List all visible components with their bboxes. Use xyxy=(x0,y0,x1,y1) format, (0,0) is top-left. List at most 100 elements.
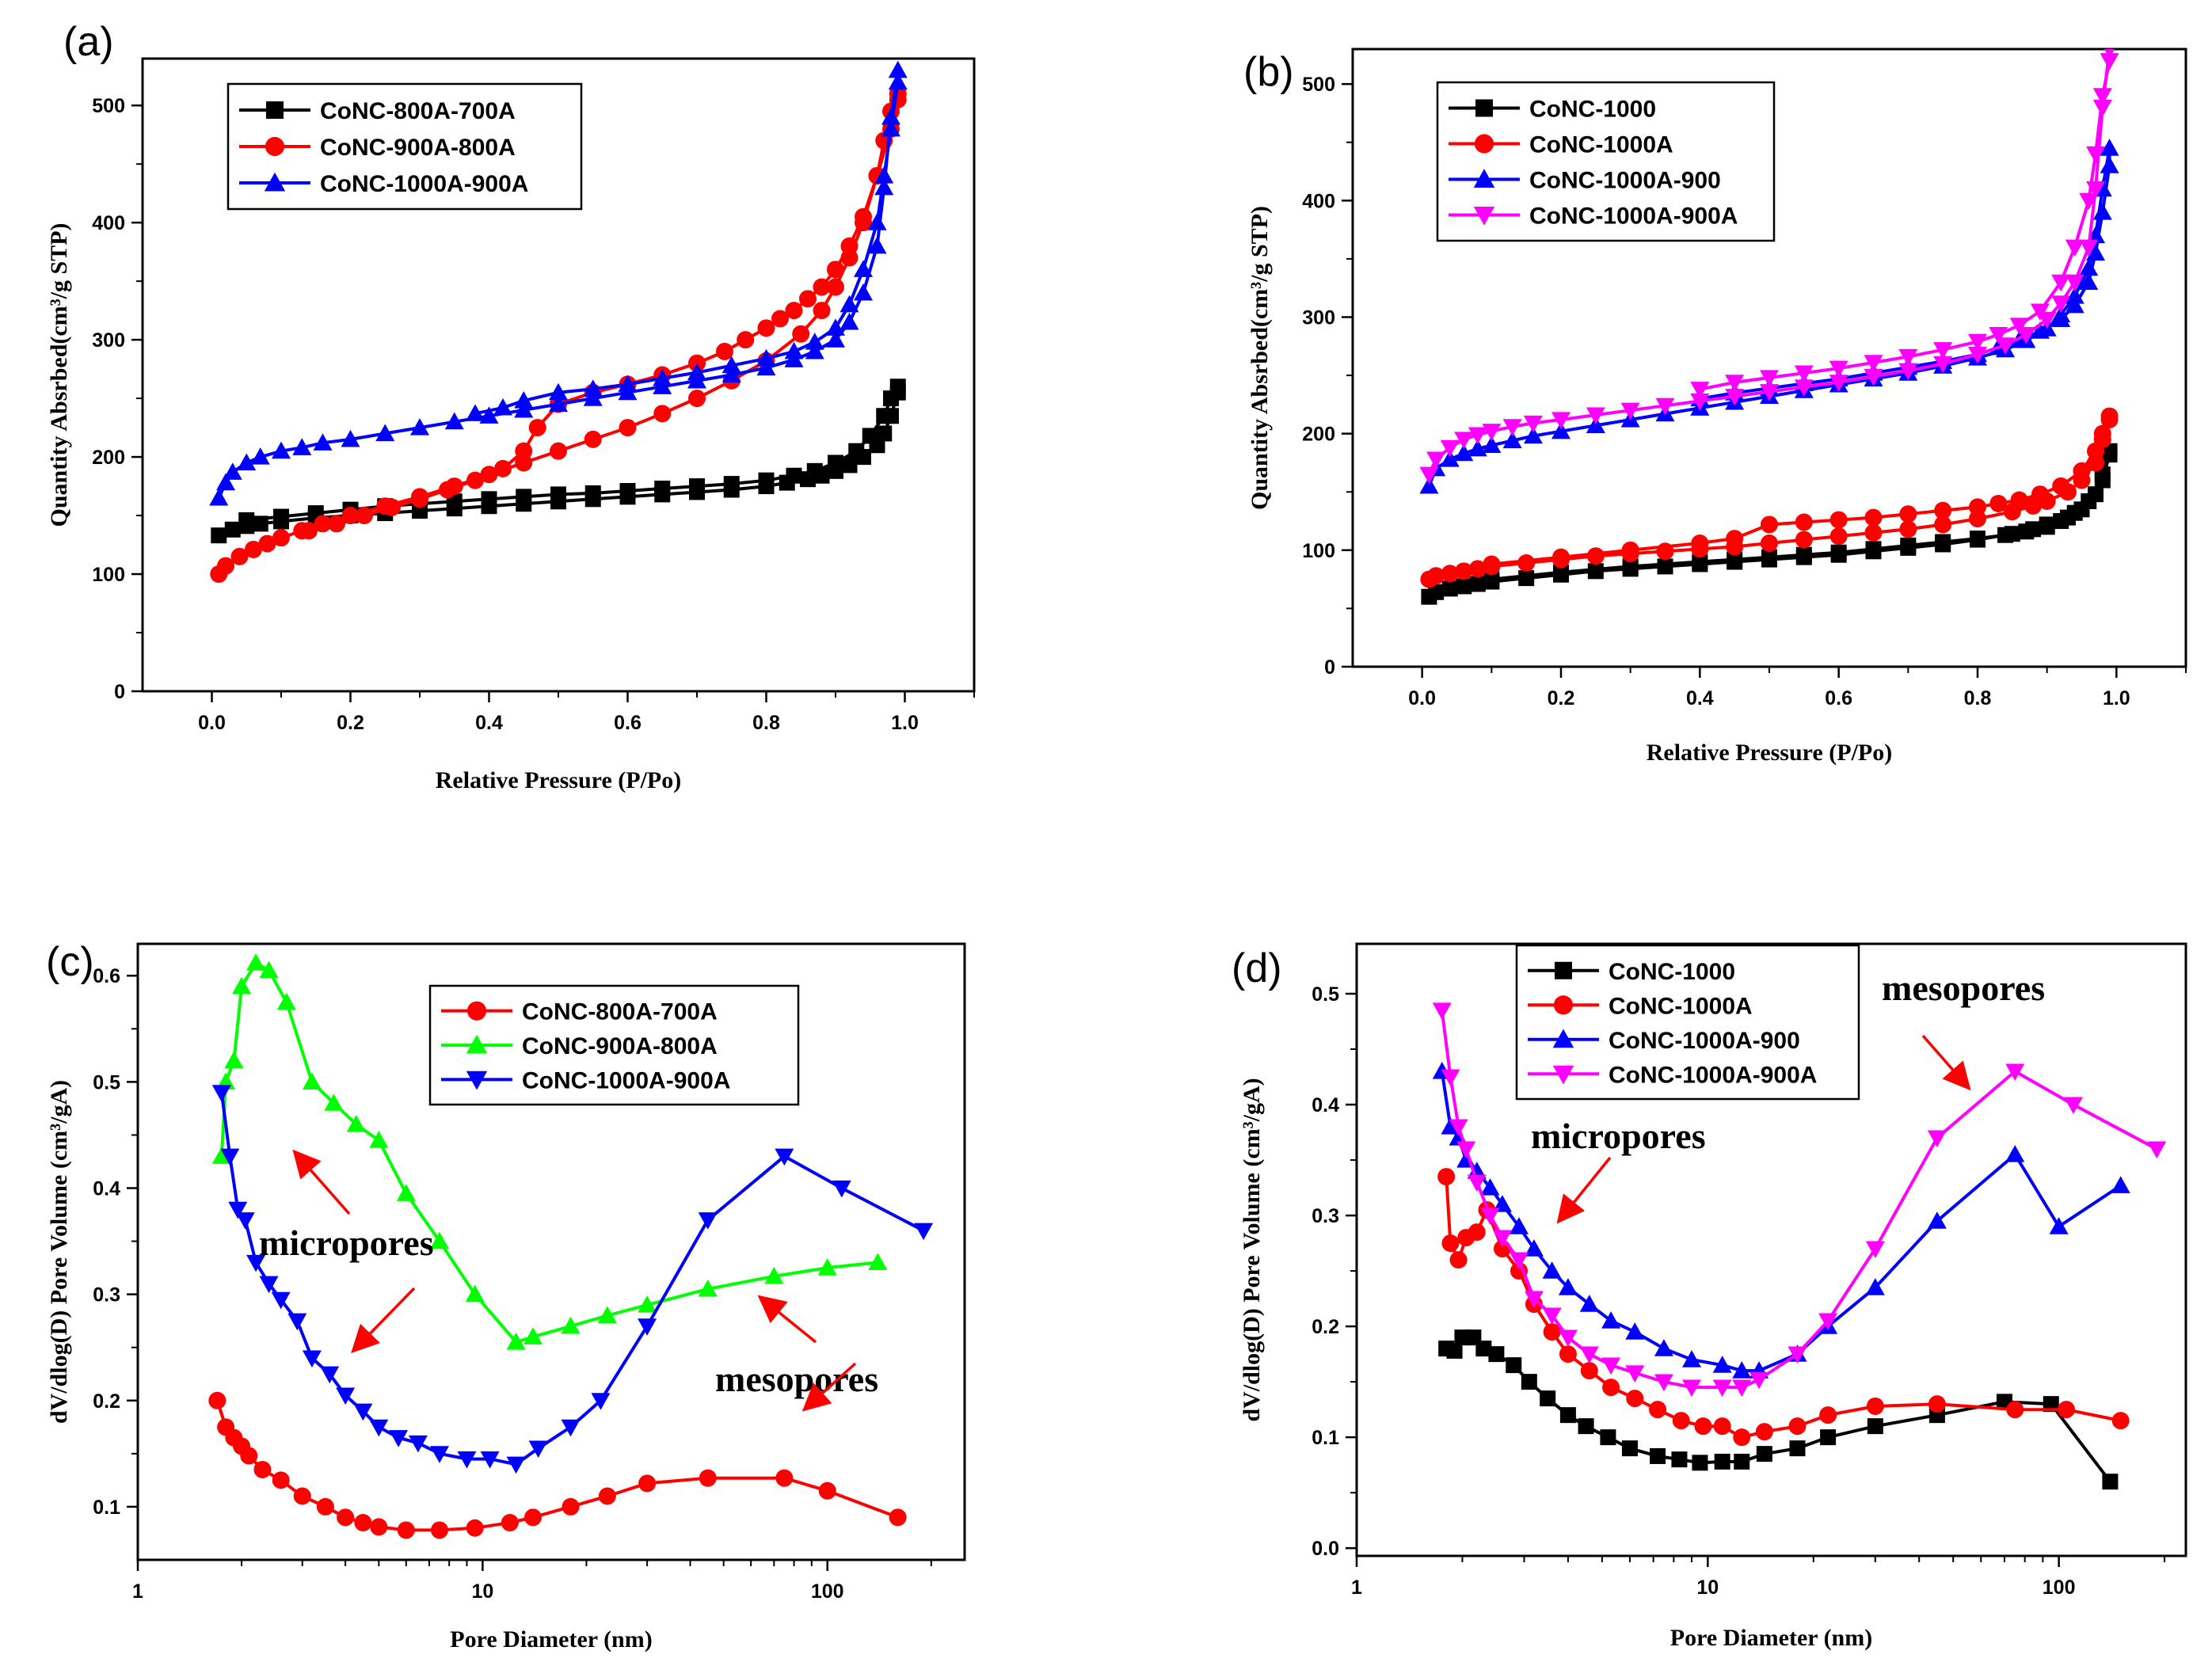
x-axis-title: Pore Diameter (nm) xyxy=(450,1626,652,1652)
legend-entry: CoNC-800A-700A xyxy=(522,999,718,1025)
legend-entry: CoNC-900A-800A xyxy=(522,1033,718,1059)
data-point xyxy=(1426,451,1446,470)
data-point xyxy=(1865,1241,1885,1259)
data-point xyxy=(839,295,859,313)
data-point xyxy=(1428,584,1445,600)
x-tick-label: 0.8 xyxy=(752,712,780,734)
data-point xyxy=(2102,1474,2119,1490)
data-point xyxy=(888,72,908,90)
data-point xyxy=(1626,1390,1644,1408)
data-point xyxy=(876,408,893,424)
data-point xyxy=(2147,1141,2167,1159)
data-point xyxy=(466,471,484,489)
data-point xyxy=(1482,424,1502,441)
data-point xyxy=(2063,1097,2083,1115)
data-point xyxy=(1787,1346,1807,1364)
data-point xyxy=(1502,431,1522,449)
data-point xyxy=(250,447,270,465)
legend-swatch-marker xyxy=(1552,1029,1574,1048)
data-point xyxy=(1551,412,1570,429)
data-point xyxy=(1558,1329,1578,1348)
data-point xyxy=(1989,494,2008,512)
x-tick-label: 0.2 xyxy=(337,712,364,734)
y-axis-title: Quantity Absrbed(cm³/g STP) xyxy=(46,222,72,527)
data-point xyxy=(874,177,894,196)
data-point xyxy=(2092,88,2112,105)
data-point xyxy=(1989,326,2008,344)
data-point xyxy=(1755,1423,1773,1441)
data-point xyxy=(1468,439,1487,457)
x-tick-label: 100 xyxy=(2043,1576,2076,1599)
annotation-arrow xyxy=(801,1362,857,1412)
data-point xyxy=(1482,435,1502,453)
data-point xyxy=(1726,530,1744,548)
data-point xyxy=(827,278,844,296)
data-point xyxy=(561,1419,581,1437)
legend-swatch-marker xyxy=(466,1001,487,1021)
data-point xyxy=(1725,388,1745,406)
data-point xyxy=(756,348,776,367)
data-point xyxy=(2051,274,2071,292)
data-point xyxy=(1621,541,1639,559)
data-point xyxy=(584,485,601,501)
data-point xyxy=(1795,546,1812,563)
data-point xyxy=(2081,493,2097,510)
legend-swatch-marker xyxy=(1473,169,1495,188)
legend-entry: CoNC-800A-700A xyxy=(320,98,516,124)
data-point xyxy=(1483,555,1501,573)
data-point xyxy=(2053,513,2069,530)
data-point xyxy=(2100,411,2119,428)
data-point xyxy=(1830,544,1847,561)
data-point xyxy=(584,430,602,448)
data-point xyxy=(1749,1371,1769,1390)
data-point xyxy=(1587,563,1604,580)
data-point xyxy=(764,1266,784,1284)
x-axis-title: Pore Diameter (nm) xyxy=(1670,1625,1872,1651)
data-point xyxy=(506,1333,526,1350)
annotation-arrow xyxy=(292,1149,351,1215)
data-point xyxy=(287,1313,307,1331)
panel-label: (d) xyxy=(1232,945,1282,991)
y-tick-label: 200 xyxy=(1302,424,1335,446)
data-point xyxy=(506,1456,526,1474)
data-point xyxy=(1456,578,1472,595)
data-point xyxy=(1509,1217,1529,1234)
data-point xyxy=(2100,156,2119,173)
legend-entry: CoNC-1000 xyxy=(1609,959,1735,985)
data-point xyxy=(246,1254,266,1272)
x-tick-label: 1 xyxy=(132,1580,143,1603)
data-point xyxy=(514,391,534,409)
data-point xyxy=(2065,295,2084,314)
data-point xyxy=(211,1085,231,1102)
data-point xyxy=(1734,1453,1750,1470)
data-point xyxy=(2065,239,2084,257)
x-tick-label: 10 xyxy=(1696,1576,1719,1599)
data-point xyxy=(889,1508,907,1527)
data-point xyxy=(228,1201,248,1219)
data-point xyxy=(817,1258,837,1276)
legend-entry: CoNC-900A-800A xyxy=(320,135,516,161)
data-point xyxy=(1441,580,1458,597)
data-point xyxy=(1820,1429,1837,1446)
data-point xyxy=(854,283,873,301)
data-point xyxy=(1559,1407,1576,1424)
data-point xyxy=(1654,1339,1673,1356)
data-point xyxy=(1454,432,1474,450)
data-point xyxy=(494,459,512,477)
data-point xyxy=(1898,363,1918,381)
x-tick-label: 0.0 xyxy=(1408,687,1436,709)
data-point xyxy=(2111,1176,2130,1193)
data-point xyxy=(408,1435,428,1453)
data-point xyxy=(528,419,546,437)
data-point xyxy=(1692,1455,1708,1471)
data-point xyxy=(1468,560,1487,578)
data-point xyxy=(1969,498,1986,516)
data-point xyxy=(1578,1418,1594,1435)
legend-swatch-marker xyxy=(266,101,284,119)
data-point xyxy=(1789,1440,1806,1457)
data-point xyxy=(848,443,865,459)
data-point xyxy=(867,213,887,230)
data-point xyxy=(2043,1396,2059,1413)
data-point xyxy=(826,330,845,348)
data-point xyxy=(2030,303,2050,321)
